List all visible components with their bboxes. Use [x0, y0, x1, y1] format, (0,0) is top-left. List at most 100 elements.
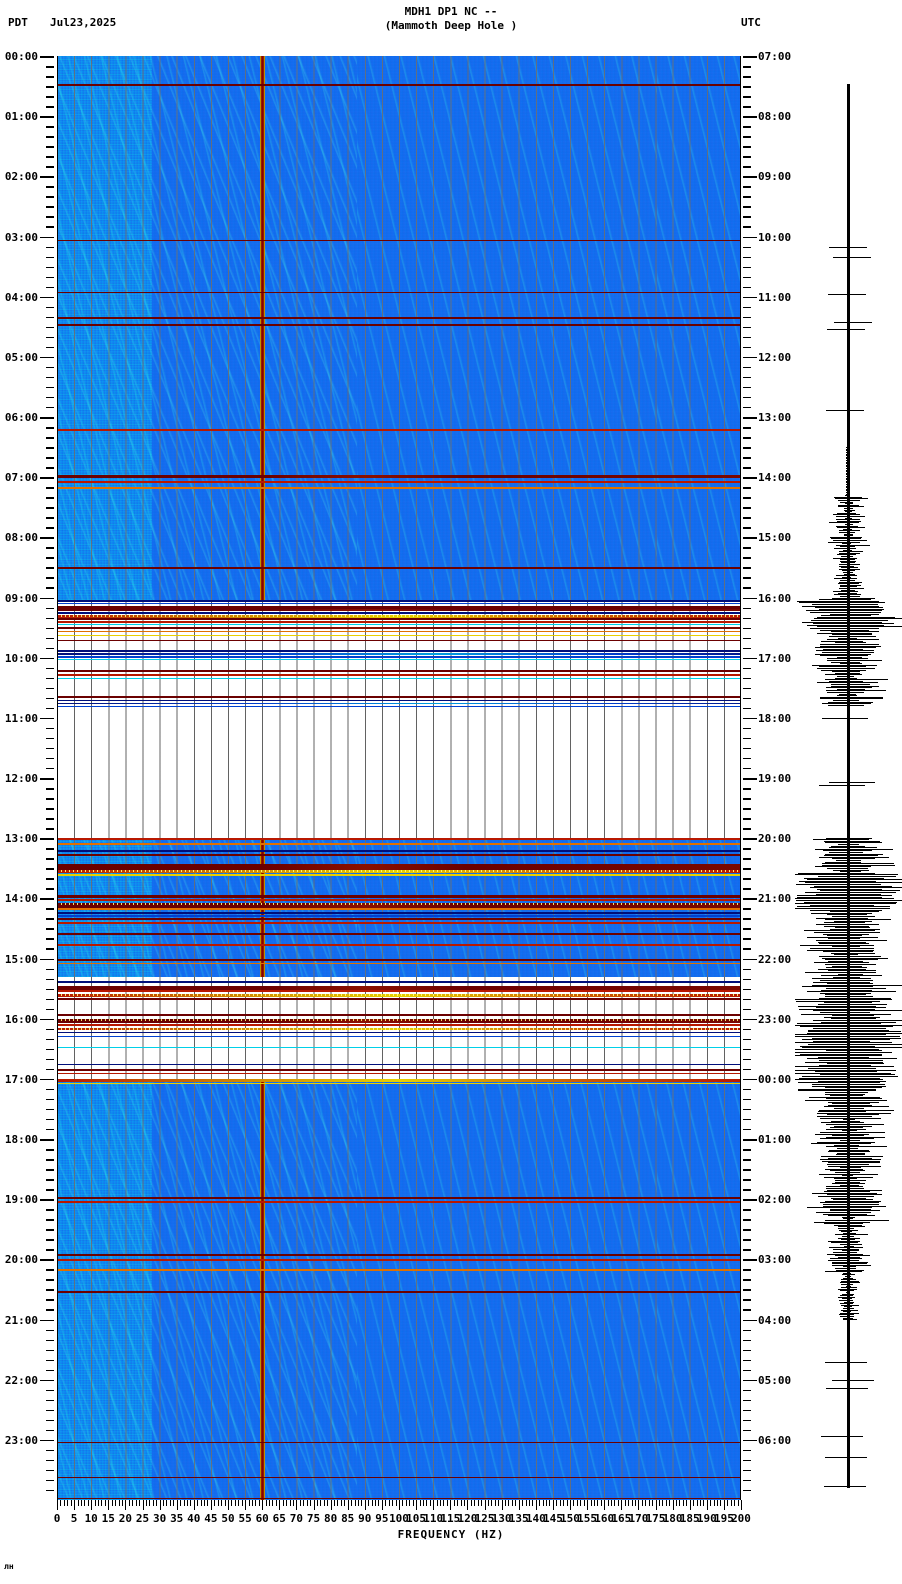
frequency-tick-minor — [522, 1500, 524, 1506]
seismogram-spike — [847, 1424, 850, 1426]
time-tick-minor-right — [743, 667, 751, 670]
time-label-right: 12:00 — [758, 350, 792, 364]
frequency-tick-minor — [94, 1500, 96, 1506]
seismogram-spike — [833, 514, 861, 516]
seismogram-spike — [834, 1181, 860, 1183]
seismogram-spike — [847, 357, 850, 359]
frequency-tick-minor — [628, 1500, 630, 1506]
seismogram-spike — [810, 887, 902, 889]
time-tick-minor-right — [743, 186, 751, 188]
spectrogram-segment — [57, 1078, 741, 1500]
frequency-tick-minor — [180, 1500, 182, 1506]
frequency-tick-major — [91, 1500, 93, 1510]
time-tick-minor-right — [743, 677, 751, 680]
seismogram-spike — [828, 852, 864, 853]
time-tick-minor-left — [46, 1169, 54, 1171]
seismogram-spike — [841, 1284, 854, 1285]
seismogram-spike — [822, 717, 869, 719]
time-label-left: 04:00 — [4, 290, 38, 304]
seismogram-spike — [812, 1192, 878, 1194]
seismogram-spike — [847, 380, 850, 381]
frequency-tick-minor — [224, 1500, 226, 1506]
seismogram-spike — [846, 458, 851, 460]
time-tick-minor-left — [46, 406, 54, 409]
time-tick-minor-right — [743, 1038, 751, 1041]
time-tick-minor-right — [743, 998, 751, 1001]
event-band — [57, 695, 741, 698]
time-tick-minor-right — [743, 1399, 751, 1402]
frequency-label: 105 — [406, 1512, 427, 1525]
seismogram-spike — [845, 468, 850, 469]
seismogram-spike — [823, 951, 873, 953]
time-tick-right — [743, 417, 757, 419]
seismogram-spike — [812, 981, 870, 983]
time-label-right: 11:00 — [758, 290, 792, 304]
time-tick-minor-left — [46, 527, 54, 529]
time-tick-minor-left — [46, 507, 54, 509]
seismogram-spike — [810, 612, 882, 613]
time-tick-right — [743, 477, 757, 479]
seismogram-spike — [821, 669, 867, 671]
seismogram-spike — [795, 1048, 880, 1050]
seismogram-spike — [846, 343, 849, 345]
time-tick-minor-right — [743, 1008, 751, 1011]
seismogram-spike — [847, 335, 850, 337]
seismogram-spike — [820, 615, 871, 617]
seismogram-spike — [841, 562, 855, 564]
frequency-tick-minor — [481, 1500, 483, 1506]
seismogram-spike — [798, 1082, 880, 1084]
seismogram-spike — [828, 522, 859, 524]
event-band — [57, 989, 741, 992]
time-label-right: 10:00 — [758, 230, 792, 244]
seismogram-spike — [832, 1252, 858, 1253]
time-tick-left — [40, 1139, 54, 1141]
time-label-right: 15:00 — [758, 531, 792, 545]
seismogram-spike — [795, 1024, 902, 1026]
time-tick-left — [40, 537, 54, 539]
frequency-tick-minor — [679, 1500, 681, 1506]
seismogram-spike — [795, 1052, 893, 1053]
time-tick-minor-right — [743, 226, 751, 228]
time-tick-minor-left — [46, 627, 54, 630]
seismogram-spike — [846, 375, 849, 377]
frequency-tick-minor — [258, 1500, 260, 1506]
time-label-right: 17:00 — [758, 651, 792, 665]
frequency-tick-major — [193, 1500, 195, 1510]
time-tick-minor-left — [46, 1108, 54, 1111]
seismogram-spike — [833, 1199, 873, 1201]
seismogram-spike — [840, 1316, 854, 1317]
seismogram-spike — [827, 1215, 876, 1217]
frequency-label: 150 — [560, 1512, 580, 1525]
seismogram-spike — [795, 874, 898, 876]
seismogram-spike — [832, 671, 860, 673]
time-tick-minor-right — [743, 1459, 751, 1462]
seismogram-spike — [846, 210, 849, 212]
seismogram-spike — [827, 660, 883, 661]
seismogram-spike — [805, 1100, 887, 1101]
seismogram-spike — [846, 224, 849, 226]
event-band — [57, 1035, 741, 1038]
seismogram-spike — [827, 1165, 882, 1167]
time-tick-minor-right — [743, 1098, 751, 1101]
time-label-right: 08:00 — [758, 110, 792, 124]
seismogram-spike — [837, 554, 856, 556]
time-tick-left — [40, 176, 54, 178]
seismogram-spike — [797, 1088, 877, 1090]
seismogram-spike — [832, 1183, 866, 1185]
frequency-tick-minor — [641, 1500, 643, 1506]
frequency-tick-minor — [703, 1500, 705, 1506]
frequency-tick-minor — [334, 1500, 336, 1506]
frequency-tick-minor — [532, 1500, 534, 1506]
seismogram-spike — [837, 1226, 865, 1228]
frequency-tick-minor — [118, 1500, 120, 1506]
time-tick-minor-right — [743, 938, 751, 940]
seismogram-spike — [846, 383, 849, 385]
event-band — [57, 1072, 741, 1075]
seismogram-spike — [840, 596, 861, 597]
seismogram-spike — [811, 620, 888, 621]
seismogram-spike — [826, 639, 880, 641]
seismogram-spike — [841, 1279, 857, 1281]
time-tick-minor-left — [46, 818, 54, 820]
seismogram-spike — [844, 1301, 854, 1303]
event-band — [57, 291, 741, 294]
